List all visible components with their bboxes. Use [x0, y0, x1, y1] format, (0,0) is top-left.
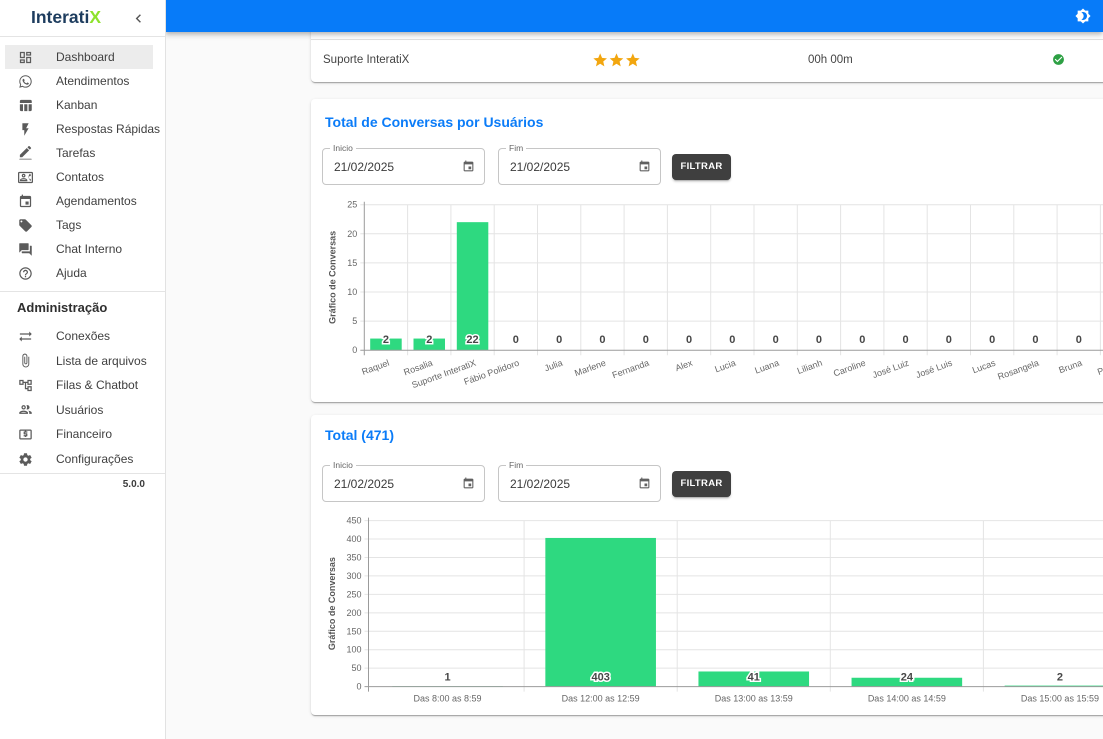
svg-text:Raquel: Raquel — [360, 358, 390, 377]
svg-text:Priscila: Priscila — [1096, 358, 1103, 377]
svg-text:350: 350 — [346, 552, 361, 562]
svg-text:0: 0 — [643, 334, 649, 346]
svg-text:0: 0 — [356, 682, 361, 692]
svg-text:0: 0 — [859, 334, 865, 346]
svg-text:Das 13:00 as 13:59: Das 13:00 as 13:59 — [715, 694, 793, 704]
svg-text:0: 0 — [816, 334, 822, 346]
svg-text:0: 0 — [946, 334, 952, 346]
svg-text:Rosangela: Rosangela — [996, 358, 1040, 382]
svg-text:Julia: Julia — [543, 358, 564, 374]
svg-text:Lucas: Lucas — [971, 358, 997, 376]
svg-text:0: 0 — [513, 334, 519, 346]
svg-text:Gráfico de Conversas: Gráfico de Conversas — [327, 557, 337, 650]
svg-text:150: 150 — [346, 626, 361, 636]
svg-text:0: 0 — [902, 334, 908, 346]
svg-text:Das 15:00 as 15:59: Das 15:00 as 15:59 — [1021, 694, 1099, 704]
svg-text:2: 2 — [1057, 671, 1063, 683]
svg-text:Das 14:00 as 14:59: Das 14:00 as 14:59 — [868, 694, 946, 704]
svg-text:2: 2 — [383, 334, 389, 346]
svg-text:10: 10 — [347, 287, 357, 297]
svg-text:1: 1 — [444, 671, 450, 683]
svg-text:250: 250 — [346, 589, 361, 599]
svg-text:Luana: Luana — [753, 358, 780, 376]
svg-text:300: 300 — [346, 571, 361, 581]
svg-text:0: 0 — [1032, 334, 1038, 346]
svg-text:20: 20 — [347, 229, 357, 239]
svg-text:Caroline: Caroline — [832, 358, 867, 379]
svg-text:0: 0 — [352, 345, 357, 355]
svg-text:0: 0 — [556, 334, 562, 346]
svg-text:200: 200 — [346, 608, 361, 618]
svg-text:José Luiz: José Luiz — [871, 358, 911, 381]
svg-text:41: 41 — [748, 671, 760, 683]
svg-text:Gráfico de Conversas: Gráfico de Conversas — [328, 231, 338, 324]
svg-text:403: 403 — [591, 671, 609, 683]
svg-text:Das 8:00 as 8:59: Das 8:00 as 8:59 — [414, 694, 482, 704]
svg-text:2: 2 — [426, 334, 432, 346]
svg-text:Das 12:00 as 12:59: Das 12:00 as 12:59 — [562, 694, 640, 704]
svg-text:0: 0 — [599, 334, 605, 346]
svg-text:450: 450 — [346, 516, 361, 526]
svg-text:Marlene: Marlene — [573, 358, 607, 379]
svg-text:15: 15 — [347, 258, 357, 268]
svg-text:Alex: Alex — [674, 358, 694, 374]
svg-text:100: 100 — [346, 645, 361, 655]
svg-text:5: 5 — [352, 316, 357, 326]
svg-text:0: 0 — [1076, 334, 1082, 346]
svg-text:Lucia: Lucia — [713, 358, 737, 375]
svg-text:0: 0 — [773, 334, 779, 346]
svg-text:Fernanda: Fernanda — [611, 358, 651, 381]
svg-text:0: 0 — [729, 334, 735, 346]
svg-text:Lilianh: Lilianh — [796, 358, 824, 376]
svg-text:24: 24 — [901, 671, 914, 683]
svg-text:50: 50 — [351, 663, 361, 673]
svg-text:Bruna: Bruna — [1057, 358, 1083, 376]
svg-text:0: 0 — [686, 334, 692, 346]
svg-text:25: 25 — [347, 200, 357, 210]
svg-text:400: 400 — [346, 534, 361, 544]
svg-text:0: 0 — [989, 334, 995, 346]
svg-text:José Luis: José Luis — [914, 358, 954, 381]
svg-text:22: 22 — [466, 334, 478, 346]
